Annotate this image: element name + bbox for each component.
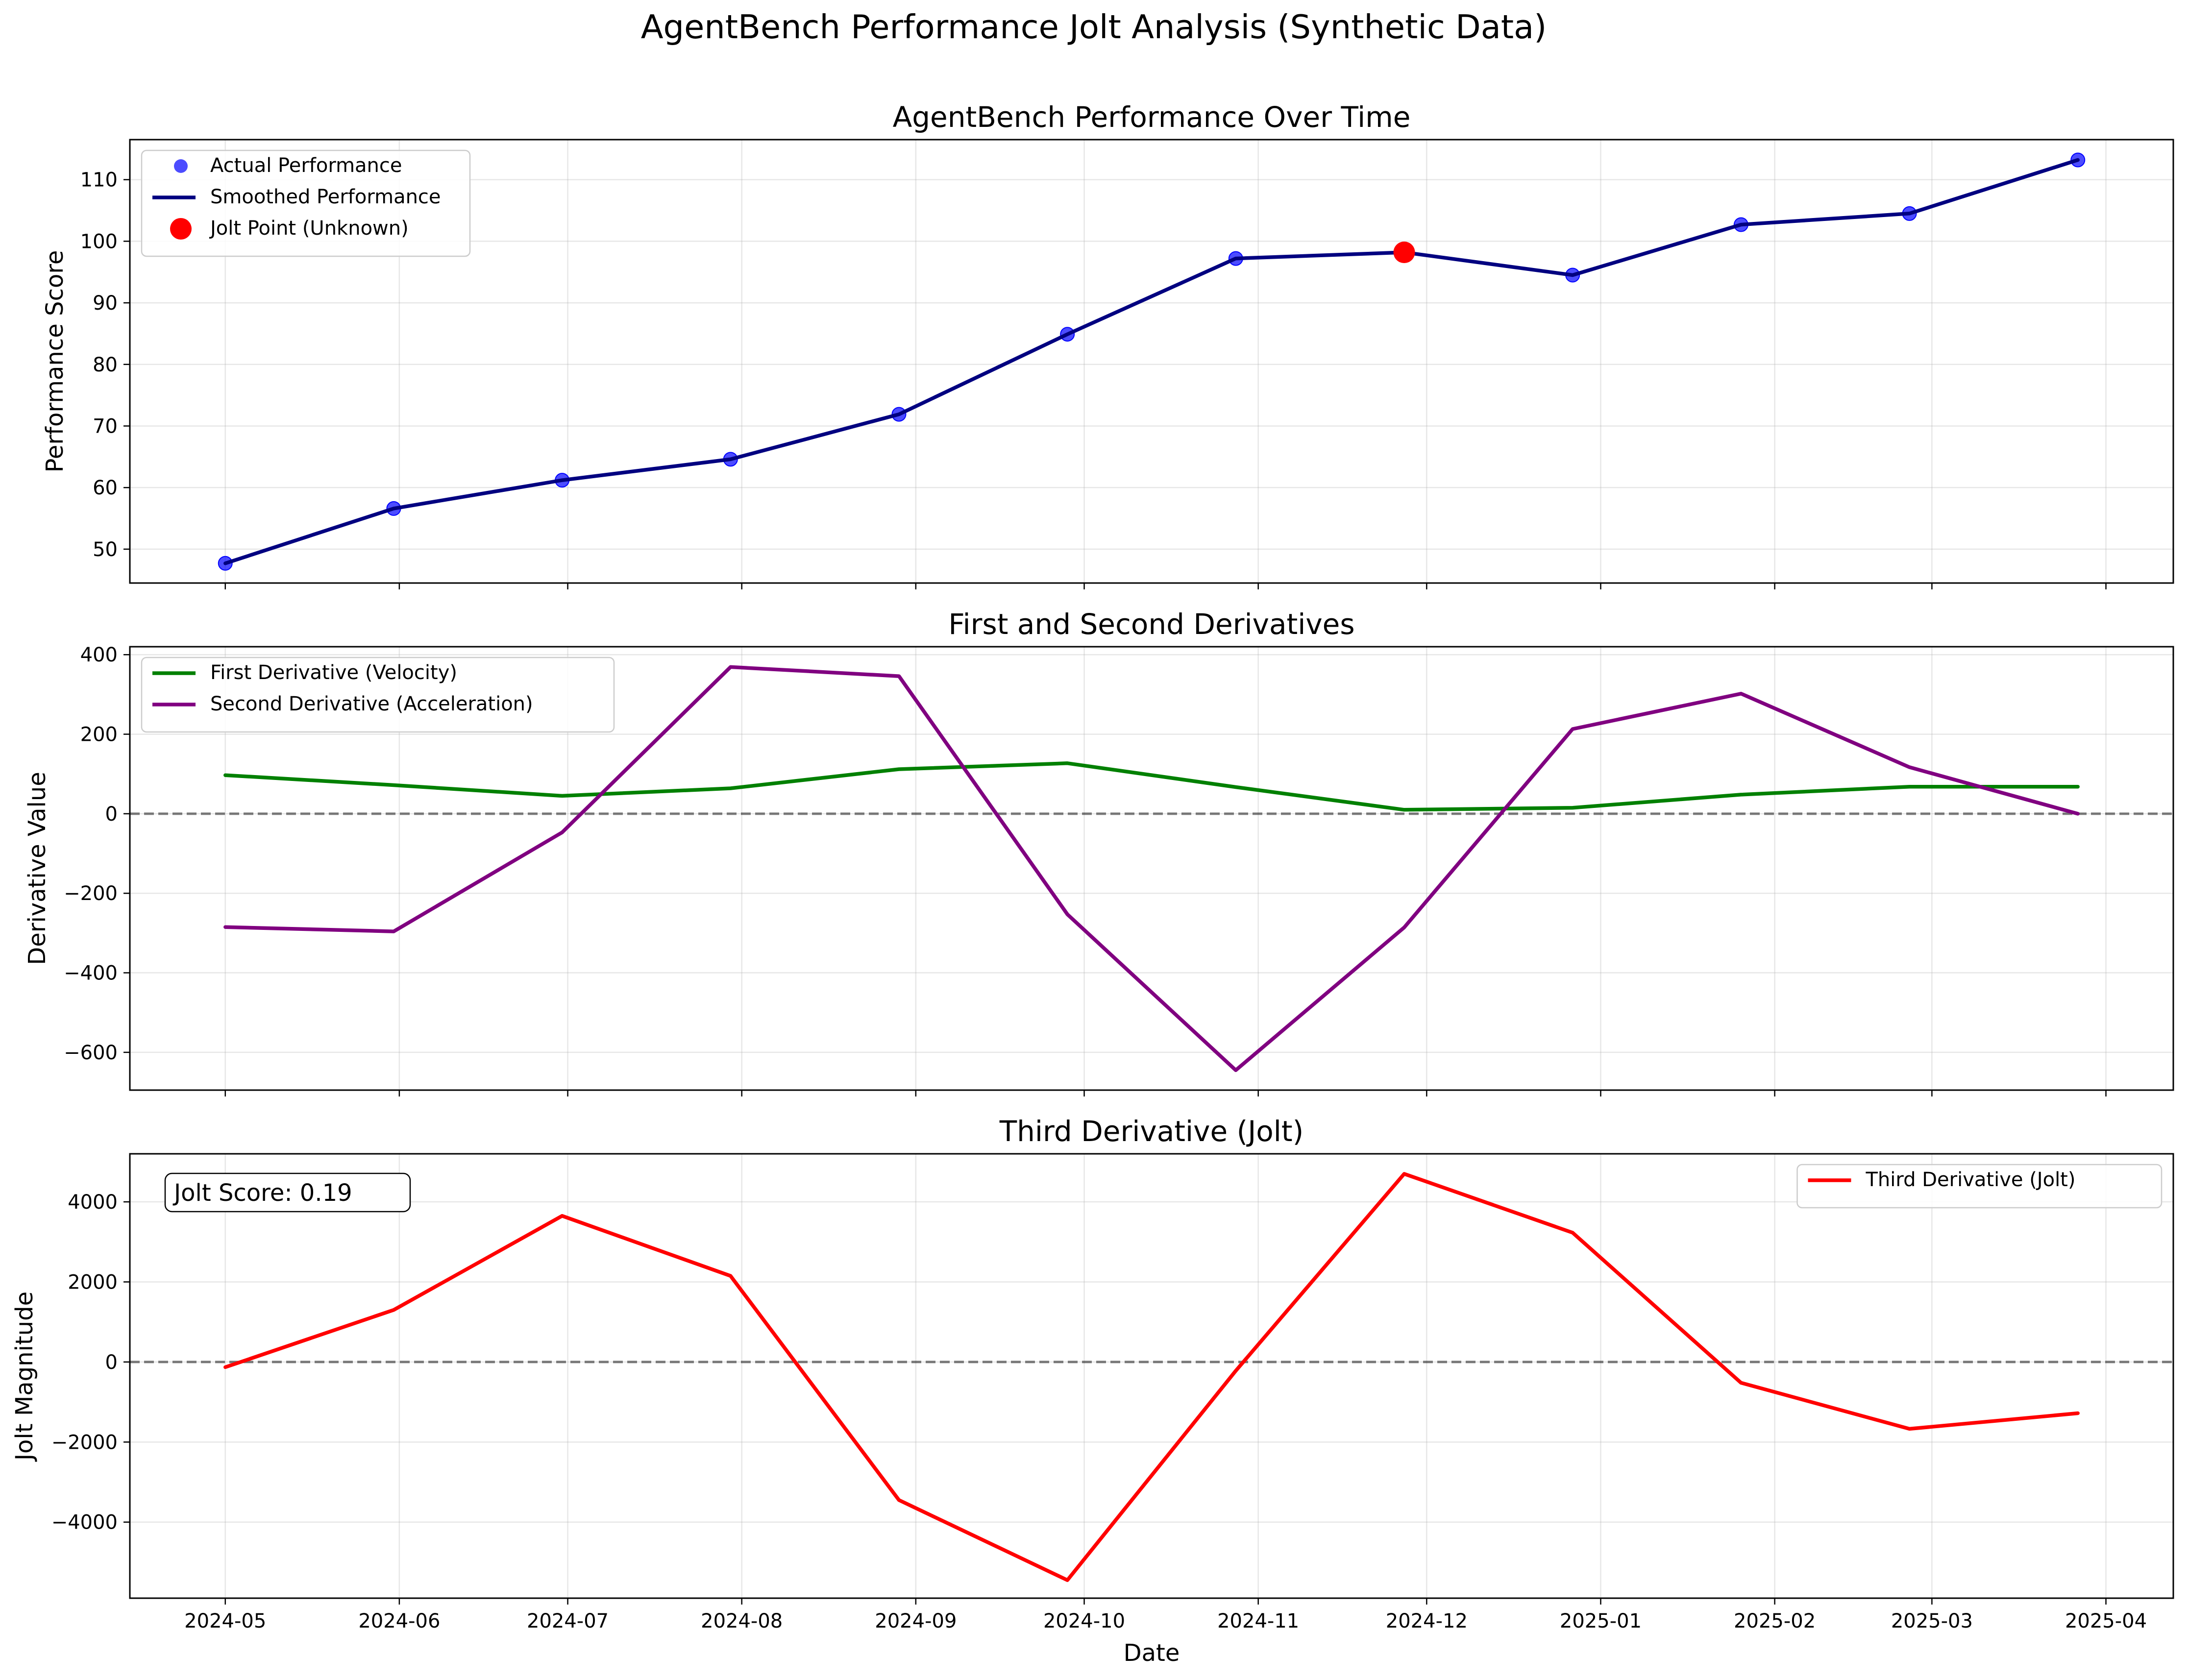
legend-marker bbox=[174, 159, 188, 173]
series-3-1-line bbox=[223, 1172, 2080, 1582]
y-tick-label: 90 bbox=[93, 292, 118, 315]
y-tick-label: −400 bbox=[64, 962, 118, 985]
y-tick-label: −2000 bbox=[51, 1431, 118, 1454]
y-tick-label: 400 bbox=[80, 644, 118, 666]
jolt-score-text: Jolt Score: 0.19 bbox=[172, 1179, 352, 1207]
legend: First Derivative (Velocity) Second Deriva… bbox=[141, 657, 615, 733]
y-axis-label: Jolt Magnitude bbox=[11, 1291, 38, 1462]
legend-label: Smoothed Performance bbox=[210, 186, 441, 208]
y-tick-label: 200 bbox=[80, 724, 118, 746]
legend-box bbox=[141, 149, 471, 257]
y-tick-label: −200 bbox=[64, 882, 118, 905]
axes-frame bbox=[129, 646, 2174, 1091]
legend-label: Jolt Point (Unknown) bbox=[209, 217, 409, 240]
jolt-score-box bbox=[164, 1172, 411, 1213]
series-2-1-line bbox=[223, 761, 2080, 812]
x-tick-label: 2025-04 bbox=[2065, 1610, 2147, 1632]
x-tick-label: 2024-10 bbox=[1043, 1610, 1125, 1632]
y-tick-label: 110 bbox=[80, 169, 118, 192]
y-tick-label: 0 bbox=[105, 1351, 118, 1374]
panel-2: −600 −400 −200 0 200 400 First and Second Deri… bbox=[24, 608, 2174, 1096]
axes-frame bbox=[129, 1153, 2174, 1599]
panel-title: Third Derivative (Jolt) bbox=[999, 1115, 1304, 1148]
x-tick-label: 2024-12 bbox=[1386, 1610, 1468, 1632]
x-tick-label: 2024-09 bbox=[875, 1610, 957, 1632]
x-tick-label: 2024-06 bbox=[358, 1610, 440, 1632]
legend: Third Derivative (Jolt) bbox=[1796, 1164, 2163, 1209]
legend-label: First Derivative (Velocity) bbox=[210, 661, 457, 684]
figure-suptitle: AgentBench Performance Jolt Analysis (Sy… bbox=[641, 8, 1547, 46]
x-tick-label: 2025-02 bbox=[1734, 1610, 1816, 1632]
y-axis-label: Performance Score bbox=[41, 250, 69, 473]
series-2-2-line bbox=[223, 665, 2080, 1072]
y-tick-label: 70 bbox=[93, 415, 118, 438]
panel-title: First and Second Derivatives bbox=[948, 608, 1354, 641]
series-1-2-line bbox=[223, 158, 2080, 565]
plots-area: 50 60 70 80 90 100 110 AgentBench Performance O… bbox=[11, 100, 2174, 1632]
x-tick-label: 2024-05 bbox=[184, 1610, 266, 1632]
legend-label: Actual Performance bbox=[210, 154, 402, 177]
x-tick-label: 2025-01 bbox=[1560, 1610, 1642, 1632]
y-tick-label: 60 bbox=[93, 477, 118, 499]
y-tick-label: 100 bbox=[80, 230, 118, 253]
legend-box bbox=[141, 657, 615, 733]
panel-title: AgentBench Performance Over Time bbox=[893, 100, 1411, 134]
y-tick-label: 4000 bbox=[68, 1191, 118, 1214]
panel-1: 50 60 70 80 90 100 110 AgentBench Performance O… bbox=[41, 100, 2174, 589]
y-axis-label: Derivative Value bbox=[24, 772, 51, 965]
axes-frame bbox=[129, 139, 2174, 584]
x-tick-label: 2024-11 bbox=[1217, 1610, 1299, 1632]
y-tick-label: 2000 bbox=[68, 1271, 118, 1293]
panel-3: 2024-05 2024-06 2024-07 2024-08 2024-09 2024-… bbox=[11, 1115, 2174, 1632]
legend-box bbox=[1796, 1164, 2163, 1209]
y-tick-label: 0 bbox=[105, 803, 118, 826]
x-tick-label: 2024-07 bbox=[527, 1610, 609, 1632]
y-tick-label: −600 bbox=[64, 1042, 118, 1064]
legend: Actual Performance Smoothed Performance Jo… bbox=[141, 149, 471, 257]
legend-label: Third Derivative (Jolt) bbox=[1866, 1169, 2076, 1191]
legend-label: Second Derivative (Acceleration) bbox=[210, 693, 533, 715]
y-tick-label: −4000 bbox=[51, 1511, 118, 1534]
legend-marker bbox=[170, 218, 192, 240]
y-tick-label: 80 bbox=[93, 354, 118, 376]
x-tick-label: 2025-03 bbox=[1891, 1610, 1973, 1632]
x-tick-label: 2024-08 bbox=[701, 1610, 783, 1632]
jolt-point-marker bbox=[1393, 242, 1415, 264]
x-axis-label: Date bbox=[1124, 1639, 1180, 1667]
y-tick-label: 50 bbox=[93, 538, 118, 561]
